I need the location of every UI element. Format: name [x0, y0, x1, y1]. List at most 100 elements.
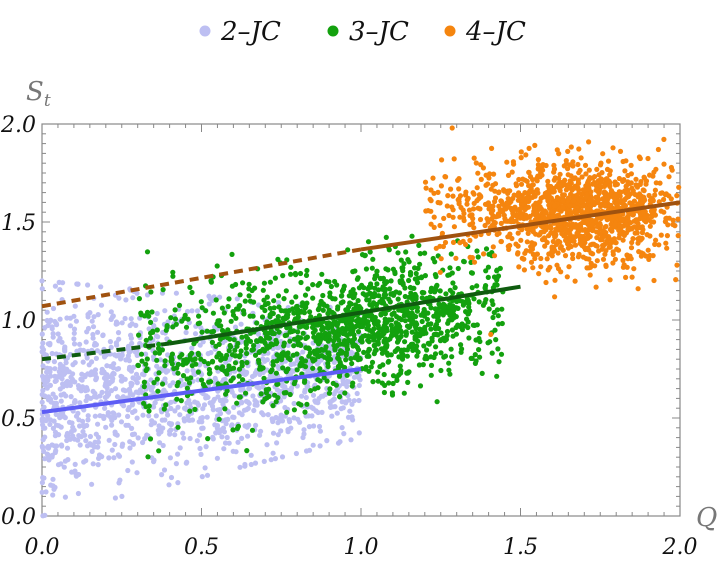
data-point [359, 323, 366, 330]
data-point [630, 210, 636, 217]
data-point [129, 340, 135, 346]
legend-marker [444, 25, 456, 37]
data-point [354, 390, 360, 397]
data-point [385, 359, 391, 365]
data-point [196, 352, 202, 358]
data-point [267, 305, 273, 311]
data-point [379, 332, 385, 338]
data-point [177, 445, 183, 451]
data-point [108, 309, 114, 315]
data-point [379, 350, 385, 356]
data-point [161, 406, 167, 412]
data-point [111, 455, 117, 461]
data-point [425, 208, 431, 214]
data-point [217, 336, 223, 342]
data-point [647, 233, 653, 239]
data-point [417, 261, 423, 267]
data-point [220, 401, 226, 407]
data-point [438, 337, 444, 343]
data-point [504, 159, 510, 165]
data-point [140, 412, 146, 418]
data-point [243, 333, 249, 340]
data-point [356, 430, 362, 436]
data-point [336, 327, 342, 333]
data-point [43, 489, 49, 495]
data-point [515, 251, 521, 257]
data-point [428, 326, 434, 332]
data-point [622, 168, 628, 174]
data-point [243, 371, 249, 377]
data-point [303, 272, 310, 278]
data-point [54, 322, 60, 328]
data-point [83, 438, 89, 444]
data-point [406, 324, 412, 330]
data-point [430, 175, 436, 181]
data-point [222, 376, 228, 382]
data-point [74, 281, 80, 287]
data-point [162, 376, 168, 382]
data-point [239, 363, 245, 369]
data-point [330, 404, 336, 410]
data-point [228, 318, 234, 324]
data-point [87, 310, 93, 316]
data-point [437, 288, 443, 294]
data-point [437, 243, 443, 249]
data-point [258, 428, 264, 434]
data-point [264, 319, 270, 325]
data-point [433, 321, 440, 327]
data-point [439, 230, 445, 236]
series-3-fit-solid [360, 200, 681, 252]
data-point [246, 293, 252, 299]
data-point [347, 322, 353, 328]
data-point [57, 287, 63, 293]
data-point [110, 313, 116, 319]
data-point [304, 300, 310, 306]
data-point [120, 387, 126, 393]
data-point [496, 230, 502, 236]
data-point [102, 405, 108, 411]
data-point [381, 371, 387, 378]
data-point [380, 275, 386, 281]
data-point [232, 393, 238, 399]
data-point [455, 322, 461, 328]
y-tick-label: 2.0 [0, 113, 36, 138]
data-point [545, 178, 551, 184]
data-point [236, 410, 242, 416]
data-point [267, 312, 273, 318]
data-point [324, 378, 330, 384]
data-point [632, 230, 638, 236]
data-point [492, 327, 498, 333]
data-point [166, 482, 172, 488]
data-point [432, 259, 438, 265]
data-point [610, 249, 616, 255]
y-axis-label: St [26, 77, 51, 111]
data-point [221, 446, 227, 452]
data-point [541, 229, 547, 235]
data-point [340, 378, 346, 384]
data-point [152, 350, 158, 356]
data-point [470, 220, 476, 226]
data-point [317, 378, 323, 384]
data-point [172, 307, 178, 313]
data-point [316, 423, 323, 430]
data-point [315, 332, 322, 338]
data-point [505, 234, 511, 240]
data-point [125, 413, 131, 419]
data-point [47, 421, 53, 427]
data-point [320, 292, 326, 299]
y-tick-labels: 0.0 0.5 1.0 1.5 2.0 [0, 113, 36, 530]
data-point [200, 339, 206, 345]
data-point [617, 193, 623, 199]
data-point [143, 351, 149, 357]
data-point [650, 253, 656, 259]
data-point [449, 327, 455, 333]
data-point [588, 250, 594, 256]
data-point [536, 164, 542, 171]
data-point [268, 457, 274, 463]
data-point [482, 285, 488, 291]
data-point [147, 335, 154, 341]
data-point [254, 402, 260, 408]
data-point [56, 374, 62, 380]
data-point [342, 330, 348, 336]
data-point [635, 286, 641, 292]
